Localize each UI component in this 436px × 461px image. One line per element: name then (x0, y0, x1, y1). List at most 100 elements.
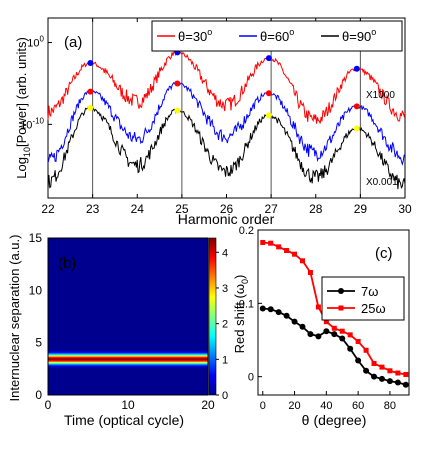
data-point-square (260, 239, 266, 245)
data-point-circle (299, 323, 306, 330)
peak-marker (174, 80, 181, 87)
data-point-circle (371, 373, 378, 380)
data-point-circle (339, 335, 346, 342)
annotation-x1000: X1000 (366, 90, 395, 101)
x-tick-label: 0 (260, 400, 266, 412)
data-point-circle (386, 378, 393, 385)
panel-a-legend-items: θ=30o θ=60o θ=90o (157, 27, 376, 44)
y-tick-label: 10-10 (20, 116, 44, 131)
heatmap-band-slice (48, 352, 208, 354)
panel-b-y-ticks: 0 5 10 15 (29, 231, 43, 402)
y-tick-label: 100 (27, 35, 44, 50)
heatmap-band-slice (48, 368, 208, 370)
heatmap-band-slice (48, 350, 208, 352)
data-point-circle (378, 375, 385, 382)
x-tick-label: 40 (320, 400, 332, 412)
x-tick-label: 25 (175, 202, 189, 216)
data-point-square (371, 360, 377, 366)
panel-c-y-ticks: 0 0.1 0.2 (239, 225, 262, 384)
y-tick-label: 0 (35, 388, 42, 402)
colorbar (208, 237, 217, 396)
heatmap-band-slice (48, 363, 208, 365)
data-point-square (323, 319, 329, 325)
heatmap-band-slice (48, 364, 208, 366)
panel-c-series (259, 239, 409, 388)
peak-marker (87, 60, 94, 66)
legend-marker (338, 288, 344, 294)
x-tick-label: 22 (41, 202, 55, 216)
data-point-square (300, 258, 306, 264)
y-tick-label: 0.2 (239, 225, 254, 237)
data-point-circle (394, 379, 401, 386)
panel-a-xlabel: Harmonic order (178, 211, 275, 227)
colorbar-ticks: 0 1 2 3 4 (216, 247, 228, 402)
panel-b: (b) 0 1 2 3 4 0 10 20 0 5 10 15 Time (optical cyc… (7, 231, 228, 428)
heatmap-band-slice (48, 365, 208, 367)
data-point-circle (291, 318, 298, 325)
heatmap-band-slice (48, 366, 208, 368)
heatmap-band-slice (48, 351, 208, 353)
data-point-square (307, 270, 313, 276)
colorbar-tick-label: 1 (222, 354, 228, 366)
data-point-circle (259, 305, 266, 312)
heatmap-band-slice (48, 356, 208, 358)
peak-marker (265, 90, 272, 97)
data-point-square (276, 244, 282, 250)
panel-c-xlabel: θ (degree) (302, 412, 367, 428)
y-tick-label: 0 (248, 372, 254, 384)
peak-marker (265, 112, 272, 119)
peak-marker (87, 105, 94, 111)
panel-a-label: (a) (64, 34, 82, 51)
data-point-square (315, 304, 321, 310)
peak-marker (353, 125, 360, 132)
data-point-square (355, 338, 361, 344)
data-point-square (284, 248, 290, 254)
data-point-circle (267, 306, 274, 313)
heatmap-band-slice (48, 367, 208, 369)
legend-label: 7ω (361, 284, 378, 299)
heatmap-band-slice (48, 361, 208, 363)
y-tick-label: 10 (29, 283, 43, 297)
legend-label: θ=30o (178, 27, 212, 44)
legend-label: θ=90o (342, 27, 376, 44)
panel-a-x-ticks: 22 23 24 25 26 27 28 29 30 (41, 18, 412, 216)
panel-a-y-ticks: 100 10-10 (20, 35, 52, 131)
panel-c-label: (c) (375, 245, 393, 262)
data-point-square (403, 371, 409, 377)
x-tick-label: 26 (220, 202, 234, 216)
data-point-circle (331, 331, 338, 338)
panel-b-label: (b) (58, 255, 76, 272)
data-point-circle (363, 367, 370, 374)
heatmap-band-slice (48, 360, 208, 362)
heatmap-band-slice (48, 367, 208, 369)
peak-marker (353, 103, 360, 110)
legend-label: θ=60o (260, 27, 294, 44)
heatmap-band-slice (48, 358, 208, 360)
x-tick-label: 23 (86, 202, 100, 216)
panel-a-curves (47, 50, 406, 190)
heatmap-band (48, 348, 208, 370)
data-point-square (395, 370, 401, 376)
x-tick-label: 28 (309, 202, 323, 216)
heatmap-band-slice (48, 354, 208, 356)
x-tick-label: 80 (384, 400, 396, 412)
panel-c-legend-box (321, 276, 405, 321)
data-point-square (347, 332, 353, 338)
harmonic-spectrum-curve (47, 106, 406, 190)
colorbar-tick-label: 2 (222, 319, 228, 331)
data-point-square (363, 347, 369, 353)
harmonic-spectrum-curve (47, 80, 406, 166)
data-point-square (339, 328, 345, 334)
heatmap-band-slice (48, 349, 208, 351)
y-tick-label: 0.1 (239, 298, 254, 310)
heatmap-band-slice (48, 365, 208, 367)
data-point-circle (307, 331, 314, 338)
heatmap-band-slice (48, 356, 208, 358)
harmonic-spectrum-curve (47, 50, 406, 124)
data-point-square (292, 251, 298, 257)
heatmap-band-slice (48, 363, 208, 365)
x-tick-label: 30 (398, 202, 412, 216)
